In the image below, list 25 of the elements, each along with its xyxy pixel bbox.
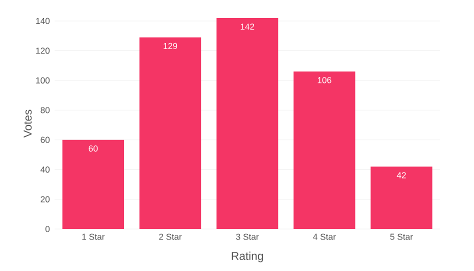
y-tick-label: 0 (45, 226, 50, 232)
bar (294, 71, 356, 229)
bar (62, 140, 124, 229)
y-axis-title: Votes (24, 110, 32, 138)
data-label: 42 (396, 172, 406, 178)
x-tick-label: 1 Star (82, 234, 105, 240)
x-tick-label: 2 Star (159, 234, 182, 240)
y-tick-label: 80 (40, 107, 50, 114)
data-label: 129 (164, 42, 178, 50)
x-tick-label: 4 Star (313, 234, 336, 240)
data-label: 142 (240, 24, 254, 30)
bar (216, 18, 278, 229)
y-tick-label: 40 (40, 166, 50, 173)
bar (139, 37, 202, 229)
bar (370, 166, 432, 229)
y-tick-label: 120 (36, 48, 50, 54)
data-label: 60 (88, 145, 98, 152)
x-tick-label: 3 Star (236, 234, 259, 240)
y-tick-label: 20 (40, 196, 50, 202)
y-tick-label: 100 (36, 77, 50, 84)
y-tick-label: 60 (40, 136, 50, 143)
data-label: 106 (318, 77, 332, 84)
x-axis-title: Rating (232, 252, 263, 262)
x-tick-label: 5 Star (390, 234, 413, 240)
y-tick-label: 140 (36, 18, 50, 24)
